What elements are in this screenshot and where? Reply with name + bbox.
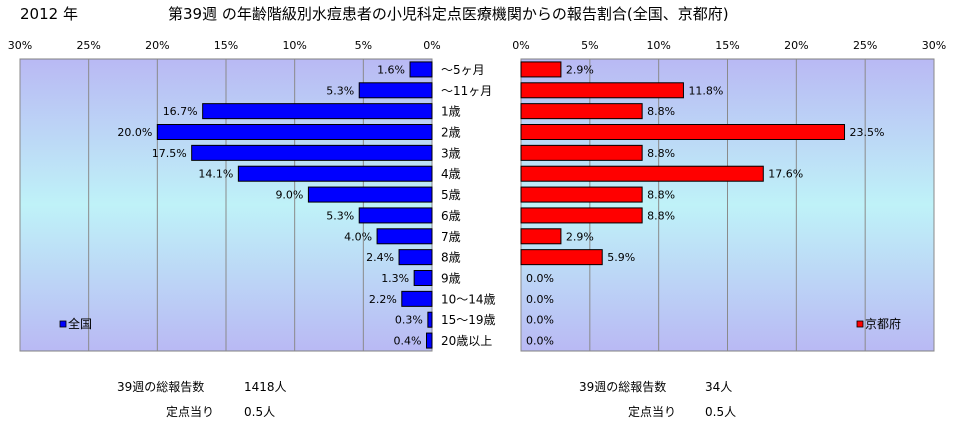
kyoto-per-label: 定点当り <box>628 405 677 419</box>
kyoto-tick-label: 15% <box>715 39 739 52</box>
national-data-label: 5.3% <box>326 209 354 222</box>
national-total-value: 1418人 <box>244 380 287 394</box>
national-tick-label: 20% <box>145 39 169 52</box>
kyoto-total-value: 34人 <box>705 380 733 394</box>
kyoto-data-label: 8.8% <box>647 147 675 160</box>
kyoto-bar <box>520 186 643 203</box>
kyoto-data-label: 8.8% <box>647 105 675 118</box>
category-label: 1歳 <box>441 105 461 119</box>
national-bar <box>426 332 433 349</box>
national-data-label: 16.7% <box>163 105 198 118</box>
kyoto-bar <box>520 144 643 161</box>
national-data-label: 14.1% <box>198 168 233 181</box>
national-data-label: 4.0% <box>344 230 372 243</box>
national-bar <box>409 61 433 78</box>
national-data-label: 17.5% <box>152 147 187 160</box>
national-data-label: 0.4% <box>394 335 422 348</box>
category-label: 5歳 <box>441 188 461 202</box>
national-tick-label: 30% <box>8 39 32 52</box>
kyoto-tick-label: 20% <box>784 39 808 52</box>
kyoto-bar <box>520 165 764 182</box>
kyoto-bar <box>520 103 643 120</box>
kyoto-tick-label: 10% <box>646 39 670 52</box>
national-data-label: 9.0% <box>275 189 303 202</box>
chart-title: 第39週 の年齢階級別水痘患者の小児科定点医療機関からの報告割合(全国、京都府) <box>168 5 729 23</box>
kyoto-data-label: 8.8% <box>647 209 675 222</box>
kyoto-data-label: 0.0% <box>526 335 554 348</box>
kyoto-tick-label: 0% <box>512 39 529 52</box>
kyoto-legend-swatch <box>856 320 864 328</box>
national-bar <box>376 228 433 245</box>
year-label: 2012 年 <box>20 5 78 23</box>
national-bar <box>202 103 433 120</box>
kyoto-tick-label: 25% <box>853 39 877 52</box>
national-data-label: 1.6% <box>377 63 405 76</box>
kyoto-bar <box>520 228 562 245</box>
kyoto-total-label: 39週の総報告数 <box>579 380 667 394</box>
kyoto-data-label: 8.8% <box>647 189 675 202</box>
category-label: 8歳 <box>441 251 461 265</box>
national-bar <box>156 124 433 140</box>
kyoto-bar <box>520 249 603 266</box>
national-bar <box>191 144 433 161</box>
kyoto-data-label: 2.9% <box>566 63 594 76</box>
category-label: 10〜14歳 <box>441 292 496 306</box>
category-label: 2歳 <box>441 126 461 140</box>
kyoto-panel: 0% 5% 10% 15% 20% 25% 30% 2.9% 11.8% 8.8% 23.5% 8.8… <box>512 39 946 352</box>
kyoto-legend-label: 京都府 <box>865 316 901 331</box>
national-total-label: 39週の総報告数 <box>117 380 205 394</box>
kyoto-data-label: 0.0% <box>526 272 554 285</box>
national-tick-label: 15% <box>214 39 238 52</box>
category-label: 4歳 <box>441 167 461 181</box>
kyoto-tick-label: 5% <box>581 39 598 52</box>
kyoto-bar <box>520 207 643 224</box>
national-panel: 30% 25% 20% 15% 10% 5% 0% 1.6% 5.3% 16.7% 20.0%17.… <box>8 39 441 352</box>
category-label: 3歳 <box>441 146 461 160</box>
category-label: 20歳以上 <box>441 334 492 348</box>
category-label: 〜11ヶ月 <box>441 84 492 98</box>
national-bar <box>307 186 433 203</box>
national-data-label: 0.3% <box>395 314 423 327</box>
category-label: 15〜19歳 <box>441 313 496 327</box>
kyoto-bar <box>520 61 562 78</box>
national-per-label: 定点当り <box>166 405 215 419</box>
kyoto-data-label: 23.5% <box>850 126 885 139</box>
national-bar <box>401 290 433 307</box>
kyoto-data-label: 0.0% <box>526 293 554 306</box>
kyoto-data-label: 11.8% <box>688 84 723 97</box>
national-bar <box>358 82 433 99</box>
category-label: 9歳 <box>441 272 461 286</box>
kyoto-data-label: 2.9% <box>566 230 594 243</box>
category-label: 7歳 <box>441 230 461 244</box>
national-data-label: 1.3% <box>381 272 409 285</box>
kyoto-data-label: 0.0% <box>526 314 554 327</box>
national-tick-label: 5% <box>355 39 372 52</box>
category-label: 〜5ヶ月 <box>441 63 485 77</box>
national-legend-swatch <box>59 320 67 328</box>
category-label: 6歳 <box>441 209 461 223</box>
kyoto-tick-label: 30% <box>922 39 946 52</box>
kyoto-per-value: 0.5人 <box>705 405 737 419</box>
national-data-label: 2.4% <box>366 251 394 264</box>
kyoto-bar <box>520 82 684 99</box>
national-data-label: 2.2% <box>369 293 397 306</box>
national-tick-label: 10% <box>282 39 306 52</box>
kyoto-data-label: 17.6% <box>768 168 803 181</box>
national-bar <box>398 249 433 266</box>
national-data-label: 5.3% <box>326 84 354 97</box>
kyoto-bar <box>520 124 846 140</box>
national-tick-label: 25% <box>76 39 100 52</box>
national-legend-label: 全国 <box>68 316 92 331</box>
national-bar <box>427 311 433 328</box>
national-bar <box>358 207 433 224</box>
national-tick-label: 0% <box>423 39 440 52</box>
kyoto-data-label: 5.9% <box>607 251 635 264</box>
national-data-label: 20.0% <box>117 126 152 139</box>
national-per-value: 0.5人 <box>244 405 276 419</box>
national-bar <box>413 270 433 286</box>
national-bar <box>237 165 433 182</box>
